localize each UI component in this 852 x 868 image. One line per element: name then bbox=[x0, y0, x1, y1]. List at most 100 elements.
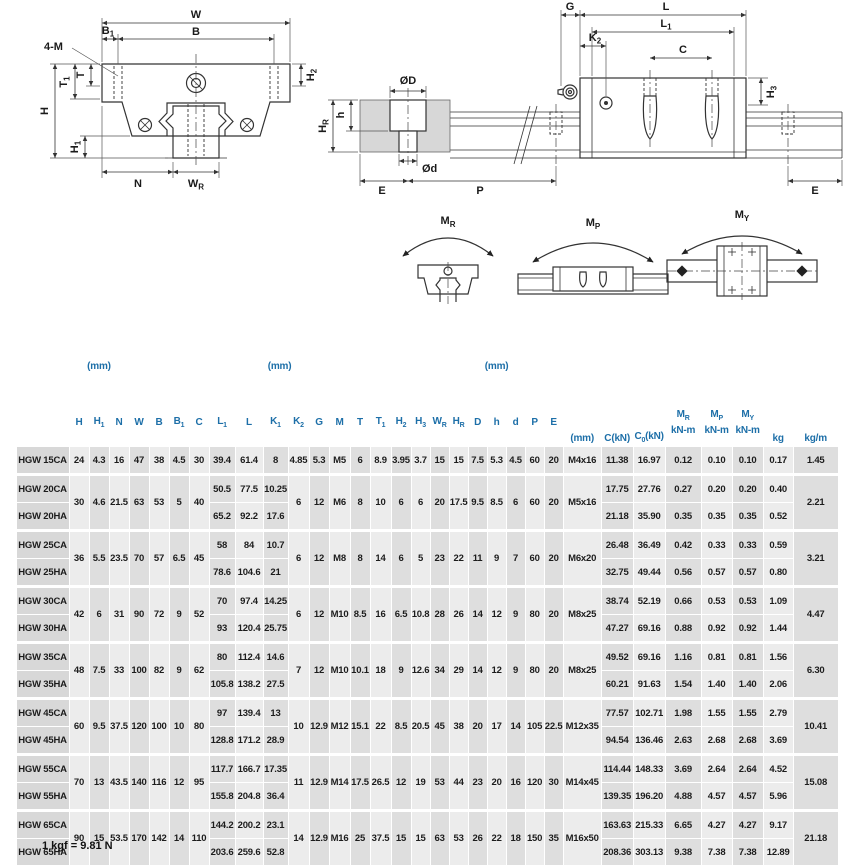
cell-T1: 14 bbox=[369, 529, 392, 587]
table-row: HGW 25HA 78.6 104.6 21 32.75 49.44 0.56 0.57 0.5… bbox=[15, 558, 838, 587]
cell-N: 31 bbox=[108, 585, 130, 643]
cell-C: 21.18 bbox=[600, 502, 634, 531]
cell-H3: 19 bbox=[410, 753, 431, 811]
cell-MY: 2.64 bbox=[731, 753, 764, 783]
cell-B: 38 bbox=[148, 444, 170, 475]
cell-D: 9.5 bbox=[467, 473, 488, 531]
cell-L: 166.7 bbox=[234, 753, 264, 783]
moment-label-MY: MY bbox=[735, 209, 750, 223]
cell-H1: 9.5 bbox=[88, 697, 110, 755]
cell-h: 5.3 bbox=[486, 444, 507, 475]
cell-kg: 3.69 bbox=[762, 726, 794, 755]
moment-group-header bbox=[664, 332, 765, 400]
dim-label-h: h bbox=[335, 111, 347, 118]
cell-G: 12 bbox=[308, 641, 330, 699]
cell-E: 20 bbox=[543, 641, 564, 699]
row-label: HGW 15CA bbox=[15, 444, 70, 475]
cell-L1: 50.5 bbox=[208, 473, 236, 503]
cell-bolt: M8x25 bbox=[562, 641, 602, 699]
cell-L: 112.4 bbox=[234, 641, 264, 671]
cell-d: 16 bbox=[505, 753, 526, 811]
col-header-G: G bbox=[308, 398, 331, 447]
cell-h: 12 bbox=[486, 585, 507, 643]
dim-label-4M: 4-M bbox=[44, 41, 63, 53]
cell-MP: 0.10 bbox=[700, 444, 733, 475]
dim-label-P: P bbox=[476, 185, 483, 197]
cell-E: 35 bbox=[543, 809, 564, 866]
cell-kg: 0.80 bbox=[762, 558, 794, 587]
cell-MR: 0.56 bbox=[664, 558, 702, 587]
cell-WR: 53 bbox=[429, 753, 450, 811]
cell-K1: 17.35 bbox=[262, 753, 289, 783]
cell-L: 259.6 bbox=[234, 838, 264, 866]
cell-C0: 91.63 bbox=[632, 670, 666, 699]
table-row: HGW 35HA 105.8 138.2 27.5 60.21 91.63 1.54 1.40… bbox=[15, 670, 838, 699]
cell-kg: 1.09 bbox=[762, 585, 794, 615]
weight-rail-header bbox=[792, 332, 840, 400]
cell-H2: 9 bbox=[390, 641, 412, 699]
spec-table-body: HGW 15CA 24 4.3 16 47 38 4.5 30 39.4 61.4 8 4.85 5.3… bbox=[15, 444, 839, 866]
col-header-T1: T1 bbox=[369, 398, 393, 447]
cell-MR: 0.88 bbox=[664, 614, 702, 643]
cell-C: 45 bbox=[188, 529, 210, 587]
cell-kg: 0.40 bbox=[762, 473, 794, 503]
cell-B1: 6.5 bbox=[168, 529, 190, 587]
cell-MR: 0.27 bbox=[664, 473, 702, 503]
cell-MP: 0.20 bbox=[700, 473, 733, 503]
cell-B1: 14 bbox=[168, 809, 190, 866]
cell-MY: 0.57 bbox=[731, 558, 764, 587]
cell-C: 26.48 bbox=[600, 529, 634, 559]
cell-C: 30 bbox=[188, 444, 210, 475]
col-header-T: T bbox=[349, 398, 372, 447]
cell-bolt: M8x25 bbox=[562, 585, 602, 643]
cell-WR: 45 bbox=[429, 697, 450, 755]
col-header-L: L bbox=[234, 398, 265, 447]
cell-M: M5 bbox=[328, 444, 351, 475]
cell-E: 20 bbox=[543, 529, 564, 587]
cell-L1: 128.8 bbox=[208, 726, 236, 755]
col-header-H3: H3 bbox=[410, 398, 432, 447]
spec-table: (mm) (mm) (mm) (mm) C(kN) C0(kN) H H1 N … bbox=[15, 332, 840, 866]
cell-G: 12.9 bbox=[308, 753, 330, 811]
cell-E: 20 bbox=[543, 585, 564, 643]
cell-h: 20 bbox=[486, 753, 507, 811]
table-row: HGW 30HA 93 120.4 25.75 47.27 69.16 0.88 0.92 0.… bbox=[15, 614, 838, 643]
cell-H1: 13 bbox=[88, 753, 110, 811]
cell-C: 163.63 bbox=[600, 809, 634, 839]
cell-kgm: 15.08 bbox=[792, 753, 839, 811]
col-header-K1: K1 bbox=[262, 398, 290, 447]
cell-D: 26 bbox=[467, 809, 488, 866]
cell-kgm: 4.47 bbox=[792, 585, 839, 643]
cell-C0: 16.97 bbox=[632, 444, 666, 475]
dim-label-G: G bbox=[566, 1, 575, 13]
cell-C: 49.52 bbox=[600, 641, 634, 671]
cell-B: 82 bbox=[148, 641, 170, 699]
dim-label-H2: H2 bbox=[305, 68, 319, 81]
cell-WR: 15 bbox=[429, 444, 450, 475]
cell-bolt: M16x50 bbox=[562, 809, 602, 866]
cell-C0: 52.19 bbox=[632, 585, 666, 615]
cell-H2: 6 bbox=[390, 529, 412, 587]
moment-roll-diagram: MR bbox=[402, 215, 494, 304]
cell-N: 37.5 bbox=[108, 697, 130, 755]
cell-C: 11.38 bbox=[600, 444, 634, 475]
cell-E: 30 bbox=[543, 753, 564, 811]
cell-L1: 93 bbox=[208, 614, 236, 643]
cell-H1: 5.5 bbox=[88, 529, 110, 587]
row-label: HGW 30CA bbox=[15, 585, 70, 615]
cell-B: 57 bbox=[148, 529, 170, 587]
table-row: HGW 20CA 30 4.6 21.5 63 53 5 40 50.5 77.5 10.25 6 12… bbox=[15, 473, 839, 531]
carriage-block bbox=[579, 77, 747, 159]
row-label: HGW 25HA bbox=[15, 558, 70, 587]
table-row: HGW 45CA 60 9.5 37.5 120 100 10 80 97 139.4 13 10 12… bbox=[15, 697, 839, 755]
cell-K2: 7 bbox=[287, 641, 310, 699]
cell-MY: 0.10 bbox=[731, 444, 764, 475]
cell-K1: 23.1 bbox=[262, 809, 289, 839]
cell-MP: 0.57 bbox=[700, 558, 733, 587]
cell-C: 62 bbox=[188, 641, 210, 699]
cell-H3: 6 bbox=[410, 473, 431, 531]
cell-L: 204.8 bbox=[234, 782, 264, 811]
cell-L: 84 bbox=[234, 529, 264, 559]
cell-T1: 26.5 bbox=[369, 753, 392, 811]
cell-H3: 15 bbox=[410, 809, 431, 866]
